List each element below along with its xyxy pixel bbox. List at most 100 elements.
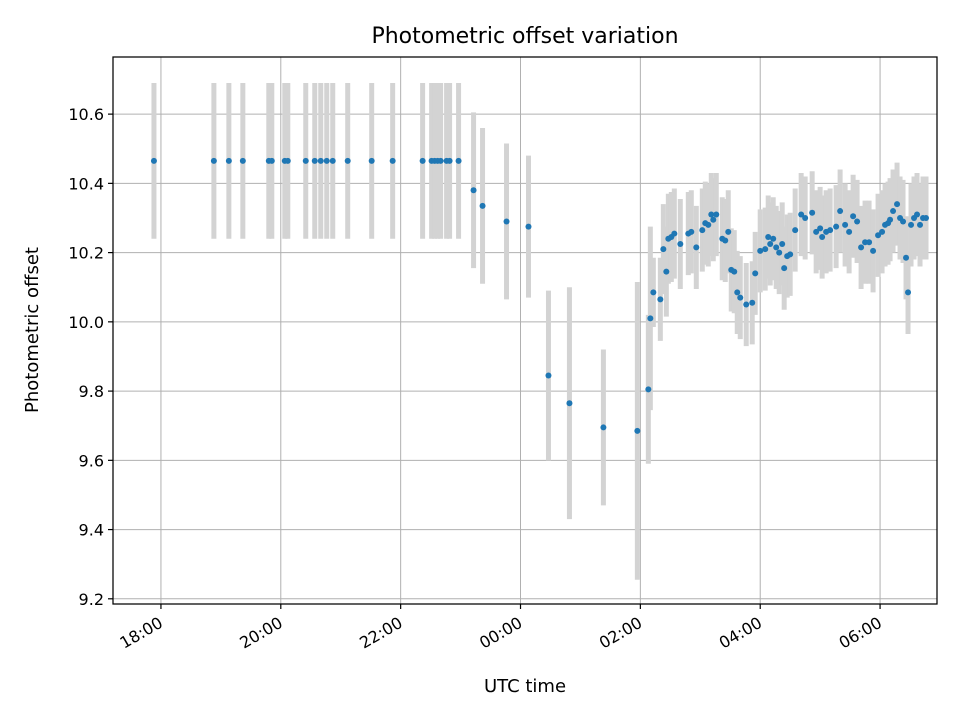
data-point [688,228,695,235]
data-point [842,221,849,228]
y-axis-ticks: 9.2 9.4 9.6 9.8 10.0 10.2 10.4 10.6 [68,105,113,609]
data-point [900,218,907,225]
data-point [722,237,729,244]
data-point [455,157,462,164]
data-point [705,221,712,228]
data-point [645,386,652,393]
data-point [762,246,769,253]
data-point [389,157,396,164]
y-tick-label: 9.8 [79,382,104,401]
y-tick-label: 10.6 [68,105,104,124]
data-point [368,157,375,164]
data-point [344,157,351,164]
data-point [734,289,741,296]
data-point [879,228,886,235]
y-tick-label: 9.2 [79,590,104,609]
data-point [446,157,453,164]
data-point [827,227,834,234]
data-point [329,157,336,164]
data-point [781,265,788,272]
data-point [854,218,861,225]
data-point [600,424,607,431]
data-point [858,244,865,251]
chart-title: Photometric offset variation [371,24,678,49]
data-point [150,157,157,164]
data-point [779,240,786,247]
data-point [908,221,915,228]
data-points [150,157,930,434]
data-point [525,223,532,230]
y-tick-label: 10.0 [68,313,104,332]
data-point [802,214,809,221]
data-point [671,230,678,237]
data-point [650,289,657,296]
data-point [660,246,667,253]
data-point [923,214,930,221]
data-point [302,157,309,164]
data-point [225,157,232,164]
y-tick-label: 9.4 [79,521,104,540]
data-point [657,296,664,303]
data-point [713,211,720,218]
data-point [833,223,840,230]
data-point [708,211,715,218]
data-point [773,244,780,251]
data-point [268,157,275,164]
data-point [470,187,477,194]
data-point [776,249,783,256]
data-point [792,227,799,234]
data-point [809,209,816,216]
data-point [284,157,291,164]
data-point [767,240,774,247]
data-point [239,157,246,164]
data-point [566,400,573,407]
data-point [787,251,794,258]
data-point [545,372,552,379]
data-point [419,157,426,164]
data-point [725,228,732,235]
data-point [479,202,486,209]
data-point [817,225,824,232]
data-point [699,227,706,234]
y-axis-label: Photometric offset [22,247,43,413]
data-point [634,427,641,434]
data-point [770,235,777,242]
data-point [875,232,882,239]
data-point [437,157,444,164]
plot-frame [112,56,938,605]
data-point [917,221,924,228]
data-point [731,268,738,275]
data-point [887,216,894,223]
data-point [749,299,756,306]
data-point [323,157,330,164]
data-point [914,211,921,218]
data-point [866,239,873,246]
data-point [743,301,750,308]
data-point [846,228,853,235]
data-point [819,234,826,241]
data-point [693,244,700,251]
data-point [850,213,857,220]
data-point [737,294,744,301]
data-point [870,247,877,254]
data-point [647,315,654,322]
data-point [210,157,217,164]
data-point [903,254,910,261]
y-tick-label: 10.2 [68,244,104,263]
data-point [837,208,844,215]
data-point [677,240,684,247]
data-point [752,270,759,277]
data-point [905,289,912,296]
data-point [757,247,764,254]
data-point [890,208,897,215]
y-tick-label: 10.4 [68,174,104,193]
y-tick-label: 9.6 [79,451,104,470]
x-axis-label: UTC time [484,676,566,697]
data-point [663,268,670,275]
data-point [503,218,510,225]
data-point [765,234,772,241]
data-point [317,157,324,164]
data-point [894,201,901,208]
data-point [311,157,318,164]
